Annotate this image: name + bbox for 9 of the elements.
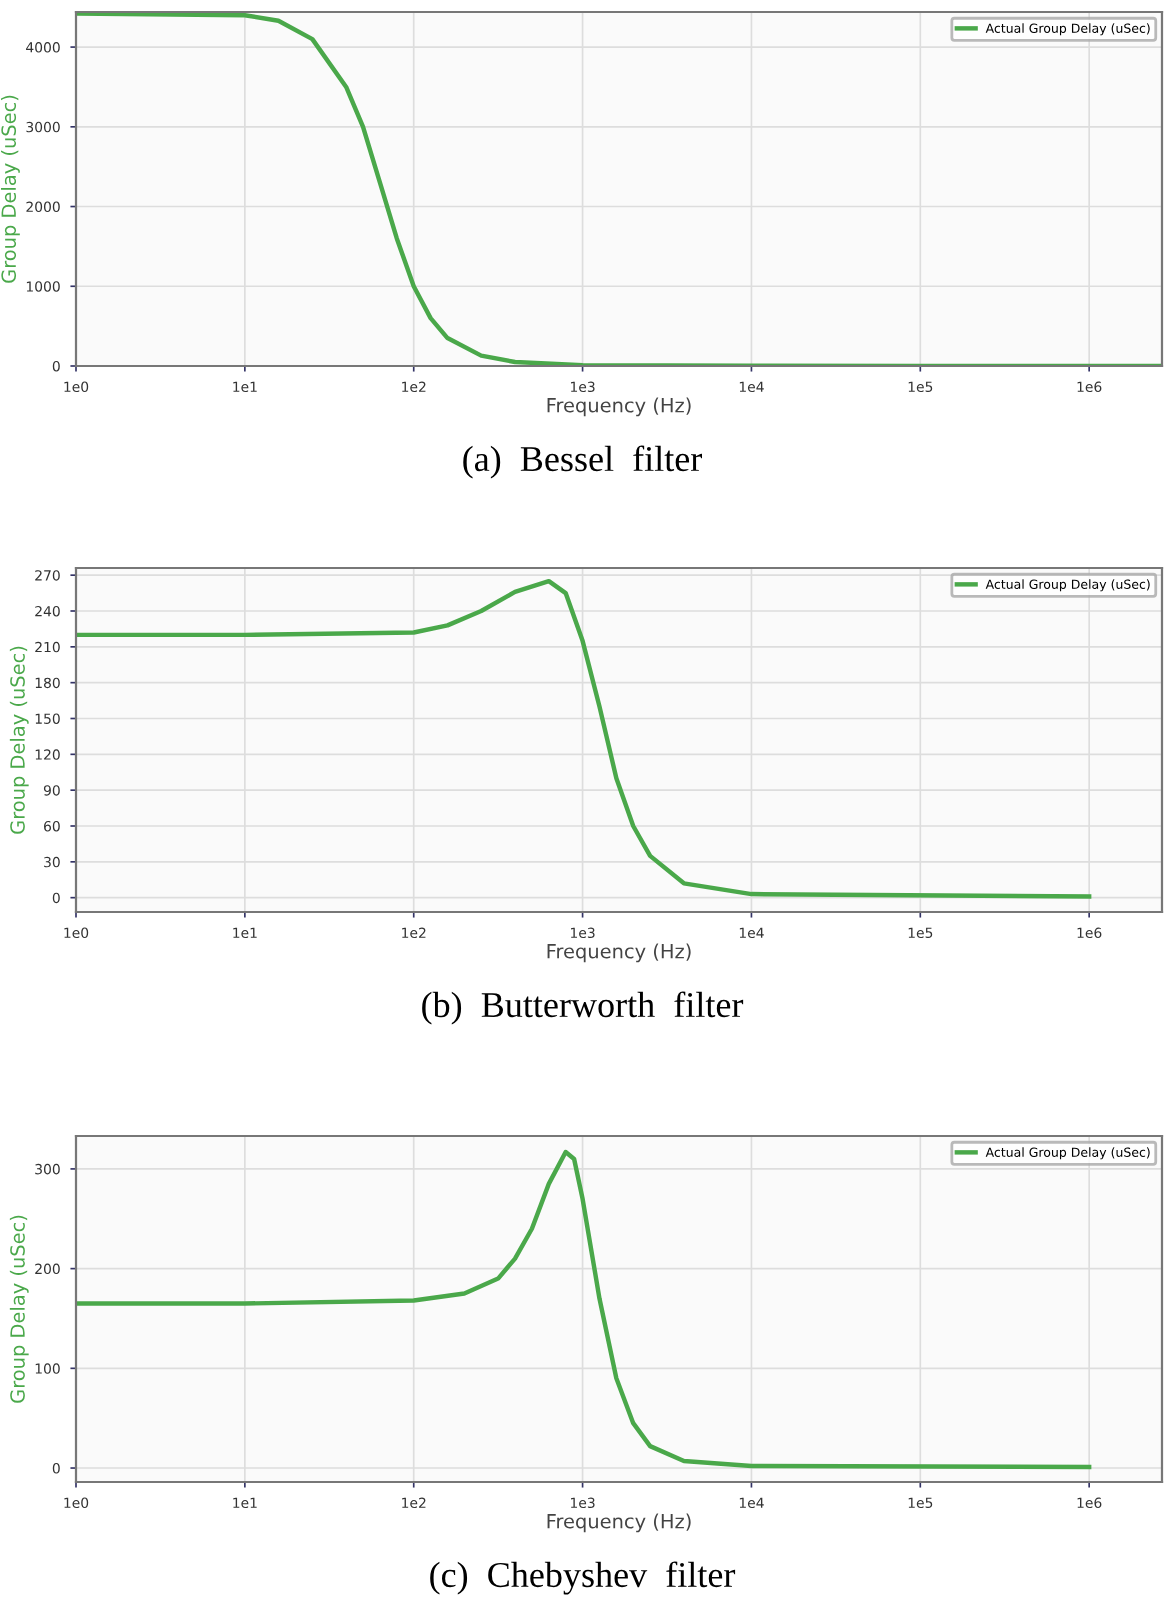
y-axis-title: Group Delay (uSec)	[9, 1215, 29, 1403]
text: (c) Chebyshev filter	[430, 1561, 736, 1595]
x-axis-title: Frequency (Hz)	[547, 943, 691, 963]
text: (a) Bessel filter	[463, 445, 702, 479]
y-axis-title: Group Delay (uSec)	[1, 95, 20, 283]
x-axis-title: Frequency (Hz)	[547, 397, 691, 417]
x-axis-title: Frequency (Hz)	[547, 1513, 691, 1533]
y-axis-title: Group Delay (uSec)	[9, 646, 29, 834]
text: (b) Butterworth filter	[422, 991, 744, 1025]
